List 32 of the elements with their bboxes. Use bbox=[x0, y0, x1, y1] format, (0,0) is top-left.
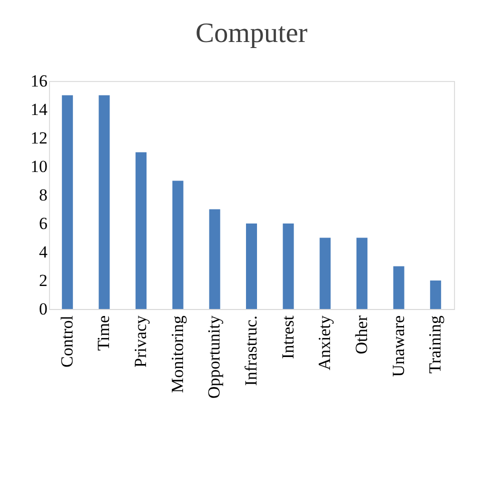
bar bbox=[209, 209, 220, 309]
bar bbox=[246, 224, 257, 309]
x-tick-label: Intrest bbox=[278, 315, 298, 359]
bar bbox=[136, 152, 147, 309]
bar bbox=[172, 180, 184, 309]
y-tick-label: 14 bbox=[30, 100, 48, 119]
bar bbox=[356, 238, 368, 309]
bar bbox=[393, 266, 404, 309]
bar bbox=[320, 238, 331, 309]
bar bbox=[98, 95, 110, 309]
bar bbox=[62, 95, 73, 309]
x-tick-label: Time bbox=[94, 316, 114, 351]
x-tick-label: Infrastruc. bbox=[242, 316, 260, 386]
x-tick-label: Opportunity bbox=[204, 315, 224, 399]
x-tick-label: Anxiety bbox=[315, 315, 334, 370]
y-tick-label: 16 bbox=[30, 72, 48, 90]
x-tick-label: Unaware bbox=[388, 316, 408, 377]
y-tick-label: 8 bbox=[39, 186, 48, 204]
bar bbox=[282, 224, 294, 309]
chart-title: Computer bbox=[196, 18, 308, 49]
y-tick-label: 4 bbox=[39, 242, 48, 262]
x-tick-label: Privacy bbox=[131, 315, 150, 368]
y-tick-label: 2 bbox=[39, 271, 48, 290]
y-tick-label: 0 bbox=[39, 300, 48, 318]
bar bbox=[430, 280, 442, 309]
y-tick-label: 10 bbox=[30, 157, 48, 176]
x-tick-label: Control bbox=[57, 315, 76, 368]
y-tick-label: 12 bbox=[30, 128, 48, 148]
x-tick-label: Monitoring bbox=[168, 315, 187, 393]
x-tick-label: Other bbox=[352, 315, 371, 354]
y-tick-label: 6 bbox=[39, 214, 48, 233]
x-tick-label: Training bbox=[426, 315, 445, 374]
